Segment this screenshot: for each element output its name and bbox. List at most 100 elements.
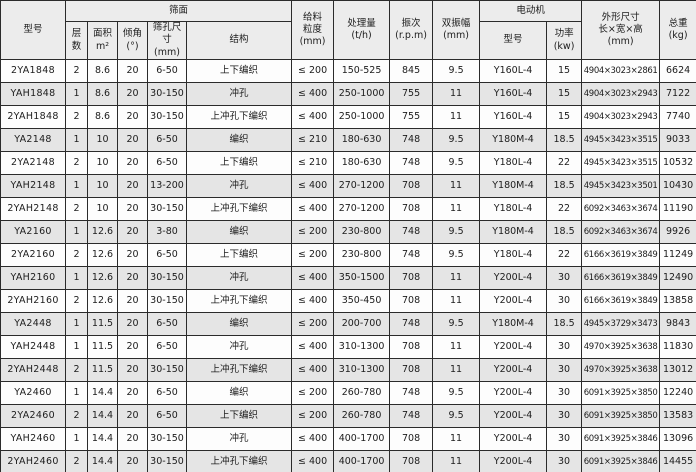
cell-power: 30 (546, 427, 583, 452)
cell-capacity: 270-1200 (333, 197, 391, 222)
cell-incline: 20 (117, 335, 148, 360)
cell-dimensions: 4970×3925×3638 (581, 358, 661, 383)
cell-feed: ≤ 400 (291, 427, 335, 452)
cell-layers: 2 (65, 450, 88, 472)
table-row: YA2460 1 14.4 20 6-50 编织 ≤ 200 260-780 748 9.5 Y20… (0, 381, 696, 406)
cell-motor-model: Y180L-4 (479, 197, 548, 222)
cell-feed: ≤ 200 (291, 59, 335, 84)
cell-structure: 冲孔 (185, 266, 293, 291)
cell-vibration: 845 (389, 59, 434, 84)
cell-power: 15 (546, 105, 583, 130)
cell-area: 12.6 (87, 266, 118, 291)
cell-structure: 编织 (185, 381, 293, 406)
cell-weight: 9926 (659, 220, 696, 245)
cell-layers: 2 (65, 358, 88, 383)
cell-power: 30 (546, 404, 583, 429)
header-motor-power: 功率 (kw) (546, 20, 583, 61)
cell-incline: 20 (117, 404, 148, 429)
cell-model: 2YAH2160 (0, 289, 66, 314)
cell-vibration: 748 (389, 128, 434, 153)
cell-mesh: 6-50 (147, 312, 187, 337)
cell-feed: ≤ 400 (291, 358, 335, 383)
cell-capacity: 180-630 (333, 151, 391, 176)
cell-feed: ≤ 400 (291, 197, 335, 222)
cell-weight: 7740 (659, 105, 696, 130)
cell-vibration: 755 (389, 105, 434, 130)
cell-weight: 9033 (659, 128, 696, 153)
cell-structure: 上冲孔下编织 (185, 289, 293, 314)
cell-mesh: 6-50 (147, 128, 187, 153)
cell-feed: ≤ 210 (291, 128, 335, 153)
cell-structure: 编织 (185, 128, 293, 153)
cell-amplitude: 9.5 (432, 151, 481, 176)
cell-layers: 2 (65, 289, 88, 314)
header-motor-model: 型号 (479, 20, 548, 61)
cell-dimensions: 6166×3619×3849 (581, 243, 661, 268)
header-feed-size: 给料 粒度 (mm) (291, 0, 335, 61)
cell-feed: ≤ 400 (291, 450, 335, 472)
cell-dimensions: 6091×3925×3850 (581, 404, 661, 429)
header-motor: 电动机 (479, 0, 583, 22)
header-incline-angle: 倾角 (°) (117, 20, 148, 61)
cell-power: 18.5 (546, 312, 583, 337)
cell-model: YA2460 (0, 381, 66, 406)
cell-vibration: 708 (389, 174, 434, 199)
cell-power: 22 (546, 243, 583, 268)
cell-capacity: 260-780 (333, 381, 391, 406)
header-structure: 结构 (185, 20, 293, 61)
cell-mesh: 6-50 (147, 404, 187, 429)
cell-incline: 20 (117, 289, 148, 314)
cell-motor-model: Y180M-4 (479, 174, 548, 199)
cell-feed: ≤ 200 (291, 404, 335, 429)
cell-layers: 1 (65, 427, 88, 452)
cell-incline: 20 (117, 82, 148, 107)
table-row: YAH2460 1 14.4 20 30-150 冲孔 ≤ 400 400-1700 708 11… (0, 427, 696, 452)
cell-amplitude: 9.5 (432, 381, 481, 406)
cell-incline: 20 (117, 151, 148, 176)
cell-structure: 冲孔 (185, 427, 293, 452)
cell-dimensions: 4904×3023×2861 (581, 59, 661, 84)
table-row: YA2160 1 12.6 20 3-80 编织 ≤ 200 230-800 748 9.5 Y18… (0, 220, 696, 245)
cell-feed: ≤ 200 (291, 243, 335, 268)
cell-motor-model: Y180M-4 (479, 312, 548, 337)
table-row: 2YAH2160 2 12.6 20 30-150 上冲孔下编织 ≤ 400 350-450 7… (0, 289, 696, 314)
cell-amplitude: 11 (432, 358, 481, 383)
cell-feed: ≤ 210 (291, 151, 335, 176)
cell-area: 14.4 (87, 427, 118, 452)
table-row: YA2448 1 11.5 20 6-50 编织 ≤ 200 200-700 748 9.5 Y18… (0, 312, 696, 337)
cell-feed: ≤ 400 (291, 174, 335, 199)
cell-model: 2YA2460 (0, 404, 66, 429)
cell-model: YA2148 (0, 128, 66, 153)
cell-dimensions: 4945×3423×3515 (581, 128, 661, 153)
cell-mesh: 30-150 (147, 266, 187, 291)
header-vibration-frequency: 振次 (r.p.m) (389, 0, 434, 61)
cell-weight: 12490 (659, 266, 696, 291)
cell-vibration: 708 (389, 197, 434, 222)
cell-layers: 1 (65, 335, 88, 360)
table-row: 2YA1848 2 8.6 20 6-50 上下编织 ≤ 200 150-525 845 9.5 Y… (0, 59, 696, 84)
cell-layers: 1 (65, 174, 88, 199)
cell-area: 8.6 (87, 59, 118, 84)
cell-weight: 11190 (659, 197, 696, 222)
cell-layers: 2 (65, 404, 88, 429)
cell-model: YAH2160 (0, 266, 66, 291)
cell-feed: ≤ 200 (291, 312, 335, 337)
cell-mesh: 13-200 (147, 174, 187, 199)
cell-model: 2YA1848 (0, 59, 66, 84)
table-header: 型号 筛面 给料 粒度 (mm) 处理量 (t/h) 振次 (r.p.m) 双振… (0, 0, 696, 61)
cell-power: 18.5 (546, 220, 583, 245)
cell-capacity: 310-1300 (333, 335, 391, 360)
cell-dimensions: 4945×3423×3501 (581, 174, 661, 199)
cell-motor-model: Y200L-4 (479, 289, 548, 314)
cell-model: YAH1848 (0, 82, 66, 107)
cell-power: 30 (546, 335, 583, 360)
cell-structure: 冲孔 (185, 174, 293, 199)
table-row: 2YAH1848 2 8.6 20 30-150 上冲孔下编织 ≤ 400 250-1000 7… (0, 105, 696, 130)
cell-dimensions: 6091×3925×3850 (581, 381, 661, 406)
cell-amplitude: 9.5 (432, 220, 481, 245)
cell-layers: 1 (65, 381, 88, 406)
cell-mesh: 30-150 (147, 82, 187, 107)
header-capacity: 处理量 (t/h) (333, 0, 391, 61)
cell-structure: 冲孔 (185, 82, 293, 107)
